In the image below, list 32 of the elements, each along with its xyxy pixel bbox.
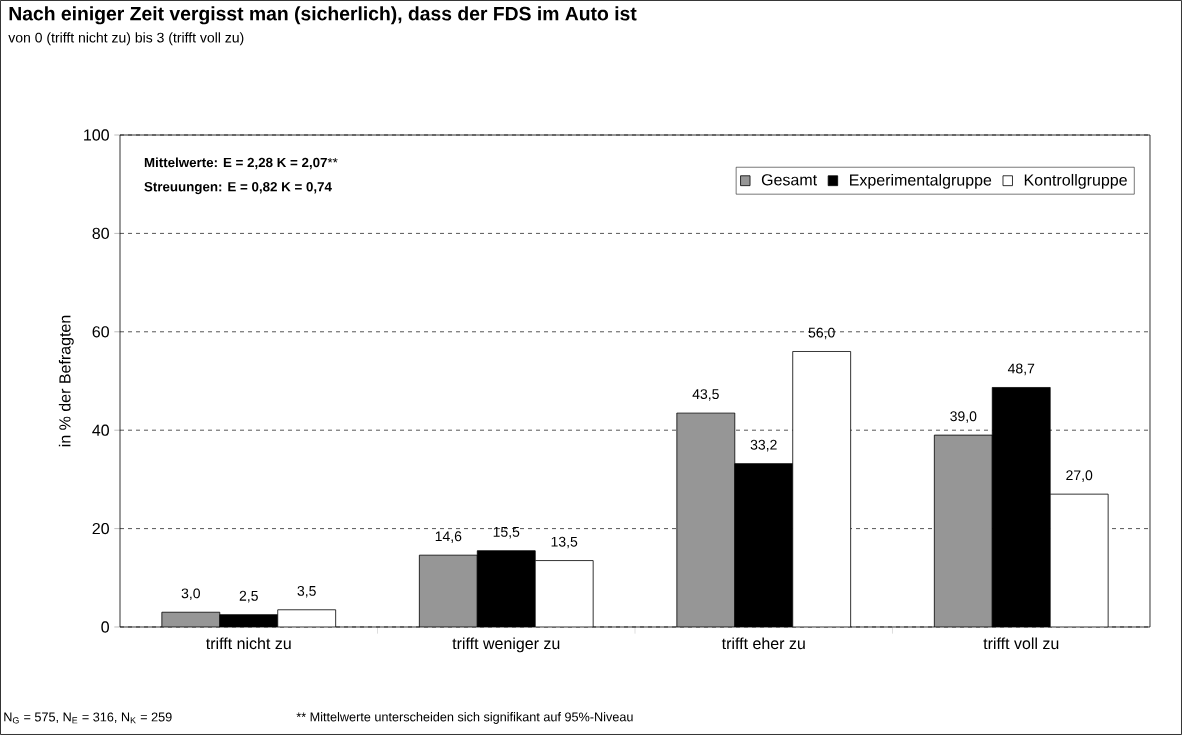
y-axis-title: in % der Befragten <box>58 315 74 447</box>
x-tick-label: trifft weniger zu <box>452 637 560 653</box>
text: N$_{G}$ = 575, N$_{E}$ = 316, N$_{K}$ = 259 <box>4 712 172 724</box>
data-label: 27,0 <box>1066 470 1093 482</box>
data-label: 43,5 <box>692 389 719 401</box>
data-label: 15,5 <box>493 527 520 539</box>
data-label: 56,0 <box>808 327 835 340</box>
data-label: 3,5 <box>297 585 316 598</box>
legend-label: Kontrollgruppe <box>1024 173 1127 189</box>
x-tick-label: trifft nicht zu <box>206 637 291 650</box>
x-tick-label: trifft eher zu <box>721 637 805 650</box>
annotation: Mittelwerte: E = 2,28 K = 2,07** <box>144 157 338 170</box>
data-label: 39,0 <box>950 411 977 423</box>
text: ** Mittelwerte unterscheiden sich signifikant auf 95%-Niveau <box>296 712 633 724</box>
x-tick-label: trifft voll zu <box>983 637 1059 650</box>
y-tick-label: 60 <box>92 326 109 338</box>
legend-label: Gesamt <box>761 174 817 186</box>
data-label: 3,0 <box>181 588 200 600</box>
y-tick-label: 40 <box>92 424 109 436</box>
legend-label: Experimentalgruppe <box>850 173 992 189</box>
chart-subtitle: von 0 (trifft nicht zu) bis 3 (trifft voll zu) <box>8 32 244 46</box>
data-label: 13,5 <box>551 536 578 549</box>
data-label: 48,7 <box>1007 363 1035 376</box>
y-tick-label: 100 <box>84 129 109 141</box>
annotation: Streuungen: E = 0,82 K = 0,74 <box>144 182 332 195</box>
y-tick-label: 0 <box>101 621 109 633</box>
data-label: 2,5 <box>239 590 258 603</box>
y-tick-label: 20 <box>92 522 109 535</box>
data-label: 33,2 <box>750 439 777 452</box>
data-label: 14,6 <box>435 531 462 543</box>
chart-title: Nach einiger Zeit vergisst man (sicherlich), dass der FDS im Auto ist <box>9 6 637 25</box>
y-tick-label: 80 <box>92 227 109 240</box>
